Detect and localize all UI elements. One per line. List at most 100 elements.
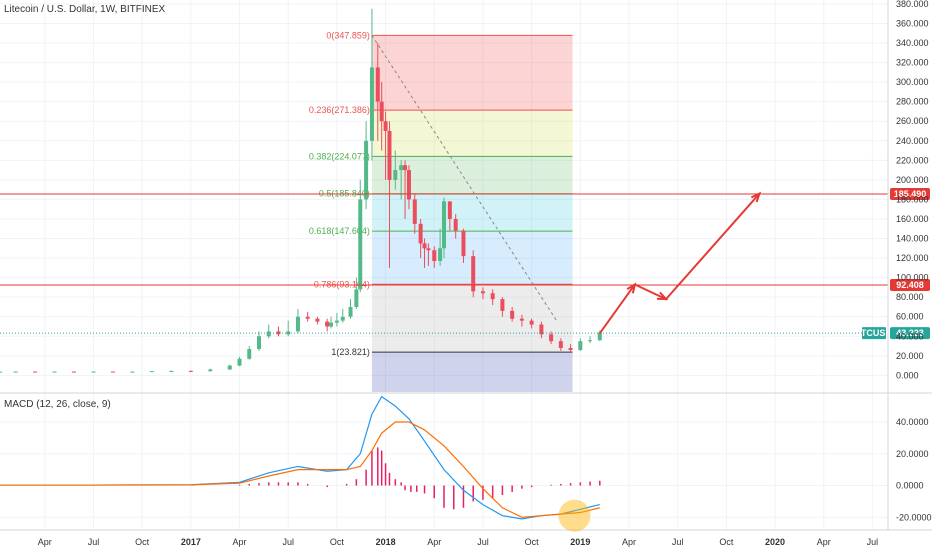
price-axis-tick: 300.000 <box>896 77 929 87</box>
candle-body <box>315 318 320 322</box>
time-axis-tick: Apr <box>622 537 636 547</box>
chart-title: Litecoin / U.S. Dollar, 1W, BITFINEX <box>4 4 166 15</box>
candle-body <box>471 256 476 292</box>
candle-body <box>453 218 458 231</box>
time-axis-tick: Jul <box>672 537 684 547</box>
candle-body <box>578 341 583 350</box>
price-axis-tick: 280.000 <box>896 97 929 107</box>
candle-body <box>188 370 193 372</box>
candle-body <box>295 316 300 332</box>
candle-body <box>364 140 369 200</box>
price-level-tag-label: 185.490 <box>894 189 927 199</box>
candle-body <box>519 318 524 321</box>
candle-body <box>447 201 452 219</box>
macd-title: MACD (12, 26, close, 9) <box>4 399 111 410</box>
candle-body <box>480 291 485 294</box>
symbol-tag-label: LTCUSD <box>856 328 892 338</box>
symbol-tag <box>862 327 886 340</box>
candle-body <box>438 248 443 262</box>
macd-axis-tick: -20.0000 <box>896 512 932 522</box>
price-axis-tick: 100.000 <box>896 273 929 283</box>
current-price-tag <box>890 327 930 340</box>
fib-band <box>371 35 573 111</box>
candle-body <box>237 358 242 366</box>
candle-body <box>348 306 353 317</box>
candle-body <box>266 331 271 337</box>
candle-body <box>500 299 505 311</box>
fib-level-label: 0.618(147.604) <box>309 226 370 236</box>
price-axis-tick: 360.000 <box>896 18 929 28</box>
candle-body <box>426 248 431 251</box>
candle-body <box>387 130 392 180</box>
time-axis-tick: Oct <box>135 537 150 547</box>
projection-arrow <box>598 283 636 334</box>
candle-body <box>110 371 115 373</box>
time-axis-tick: Jul <box>282 537 294 547</box>
price-axis-tick: 260.000 <box>896 116 929 126</box>
time-axis-tick: Oct <box>525 537 540 547</box>
candle-body <box>383 121 388 131</box>
price-axis-tick: 180.000 <box>896 194 929 204</box>
fib-level-label: 0.382(224.077) <box>309 151 370 161</box>
price-axis-tick: 40.000 <box>896 331 924 341</box>
candle-body <box>305 316 310 319</box>
projection-arrow <box>665 192 761 300</box>
candle-body <box>442 201 446 249</box>
price-axis-tick: 120.000 <box>896 253 929 263</box>
time-axis-tick: Apr <box>427 537 441 547</box>
candle-body <box>329 322 334 327</box>
candle-body <box>597 332 602 341</box>
time-axis-tick: 2019 <box>570 537 590 547</box>
candle-body <box>257 336 261 349</box>
candle-body <box>325 321 330 327</box>
candle-body <box>490 293 495 300</box>
price-axis-tick: 160.000 <box>896 214 929 224</box>
fib-band <box>371 352 573 392</box>
current-price-tag-label: 43.223 <box>896 328 924 338</box>
projection-arrowhead <box>750 191 762 203</box>
candle-body <box>369 67 374 141</box>
candle-body <box>354 289 359 307</box>
candle-body <box>412 199 417 224</box>
candle-body <box>52 371 57 373</box>
fib-band <box>371 284 573 353</box>
time-axis-tick: Apr <box>38 537 52 547</box>
candle-body <box>539 324 544 335</box>
time-axis-tick: Apr <box>817 537 831 547</box>
candle-body <box>588 340 593 342</box>
candle-body <box>13 371 18 373</box>
price-level-tag-label: 92.408 <box>896 280 924 290</box>
macd-axis-tick: 20.0000 <box>896 449 929 459</box>
price-axis-tick: 220.000 <box>896 155 929 165</box>
price-axis-tick: 140.000 <box>896 234 929 244</box>
time-axis-tick: 2020 <box>765 537 785 547</box>
macd-line <box>0 395 600 520</box>
highlight-circle <box>558 499 591 532</box>
fib-trend-line <box>371 35 558 323</box>
candle-body <box>169 370 174 372</box>
candle-body <box>91 371 96 373</box>
candle-body <box>375 67 380 102</box>
candle-body <box>227 365 232 370</box>
candle-body <box>393 170 398 180</box>
candle-body <box>358 199 363 290</box>
price-level-tag <box>890 279 930 292</box>
candle-body <box>406 170 411 200</box>
time-axis-tick: 2018 <box>376 537 396 547</box>
candle-body <box>0 371 2 373</box>
candle-body <box>334 320 339 323</box>
candle-body <box>403 165 408 171</box>
candle-body <box>247 348 252 359</box>
price-axis-tick: 200.000 <box>896 175 929 185</box>
fib-level-label: 0.236(271.386) <box>309 105 370 115</box>
candle-body <box>72 371 76 373</box>
candle-body <box>568 348 573 350</box>
time-axis-tick: Jul <box>88 537 100 547</box>
candle-body <box>422 243 427 249</box>
candle-body <box>510 310 515 319</box>
candle-body <box>432 250 437 262</box>
candle-body <box>340 316 345 321</box>
projection-arrow <box>634 283 667 301</box>
fib-band <box>371 193 573 232</box>
